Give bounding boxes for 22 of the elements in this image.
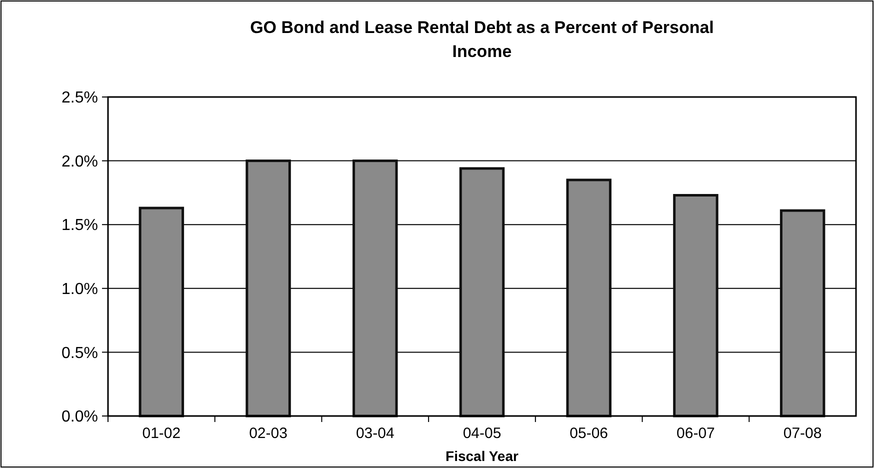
bar <box>780 209 826 418</box>
x-tick-label: 02-03 <box>249 425 288 442</box>
x-tick-label: 06-07 <box>676 425 715 442</box>
y-tick-label: 2.0% <box>62 153 98 170</box>
bar <box>246 160 291 418</box>
y-tick-label: 1.5% <box>62 217 98 234</box>
y-tick-label: 1.0% <box>62 281 98 298</box>
y-tick-label: 0.5% <box>62 344 98 362</box>
chart-title: GO Bond and Lease Rental Debt as a Percent of Personal Income <box>250 18 714 61</box>
x-tick-label: 07-08 <box>783 425 822 442</box>
y-tick-label: 0.0% <box>62 408 98 426</box>
x-tick-label: 05-06 <box>570 425 608 442</box>
y-tick-label: 2.5% <box>62 90 98 107</box>
bar <box>352 160 398 418</box>
x-tick-label: 01-02 <box>142 425 181 442</box>
bar <box>673 194 718 418</box>
bar <box>459 167 505 418</box>
bar <box>566 178 612 418</box>
x-tick-label: 04-05 <box>462 425 502 442</box>
x-axis-title: Fiscal Year <box>446 448 520 464</box>
bar <box>138 206 184 418</box>
x-tick-label: 03-04 <box>356 425 394 442</box>
